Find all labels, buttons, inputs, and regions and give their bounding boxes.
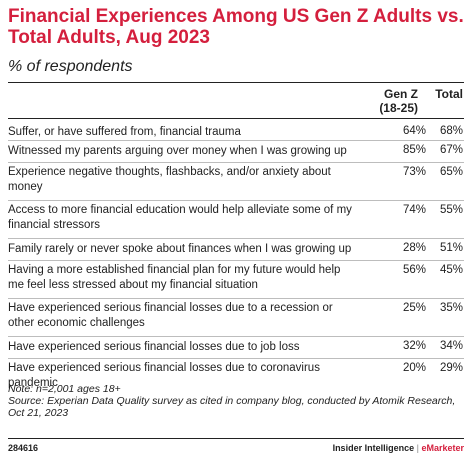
chart-subtitle: % of respondents — [8, 58, 133, 75]
total-value: 68% — [439, 125, 463, 137]
row-divider — [8, 200, 464, 201]
top-rule — [8, 82, 464, 83]
row-divider — [8, 260, 464, 261]
row-divider — [8, 336, 464, 337]
row-label: Have experienced serious financial losse… — [8, 302, 333, 329]
column-header-gen-z: Gen Z (18-25) — [370, 87, 418, 115]
gen-z-value: 32% — [402, 340, 426, 352]
row-label: Have experienced serious financial losse… — [8, 341, 300, 353]
total-value: 35% — [439, 302, 463, 314]
table-row: Access to more financial education would… — [8, 201, 464, 239]
row-divider — [8, 238, 464, 239]
table-row: Have experienced serious financial losse… — [8, 299, 464, 337]
row-label: Access to more financial education would… — [8, 204, 352, 231]
brand-left: Insider Intelligence — [332, 443, 415, 453]
row-divider — [8, 358, 464, 359]
gen-z-value: 25% — [402, 302, 426, 314]
footnote: Note: n=2,001 ages 18+ Source: Experian … — [8, 383, 464, 419]
gen-z-value: 56% — [402, 264, 426, 276]
column-header-total: Total — [435, 87, 463, 101]
total-value: 51% — [439, 242, 463, 254]
brand-right: eMarketer — [421, 443, 464, 453]
row-divider — [8, 298, 464, 299]
table-row: Family rarely or never spoke about finan… — [8, 239, 464, 261]
row-label: Experience negative thoughts, flashbacks… — [8, 166, 331, 193]
row-label: Have experienced serious financial losse… — [8, 362, 320, 389]
footer-rule — [8, 438, 464, 439]
row-label: Suffer, or have suffered from, financial… — [8, 126, 241, 138]
chart-title: Financial Experiences Among US Gen Z Adu… — [8, 6, 464, 48]
brand-credit: Insider Intelligence | eMarketer — [333, 443, 464, 453]
total-value: 29% — [439, 362, 463, 374]
table-row: Suffer, or have suffered from, financial… — [8, 122, 464, 141]
column-header-gen-z-line1: Gen Z — [383, 87, 418, 101]
table-row: Have experienced serious financial losse… — [8, 359, 464, 389]
row-label: Having a more established financial plan… — [8, 264, 341, 291]
row-divider — [8, 162, 464, 163]
row-label: Witnessed my parents arguing over money … — [8, 145, 347, 157]
row-divider — [8, 140, 464, 141]
note-text: Note: n=2,001 ages 18+ — [8, 383, 121, 395]
chart-id: 284616 — [8, 443, 39, 453]
gen-z-value: 64% — [402, 125, 426, 137]
table-row: Have experienced serious financial losse… — [8, 337, 464, 359]
source-text: Source: Experian Data Quality survey as … — [8, 395, 456, 419]
table-row: Experience negative thoughts, flashbacks… — [8, 163, 464, 201]
column-header-gen-z-line2: (18-25) — [379, 101, 418, 115]
total-value: 67% — [439, 144, 463, 156]
gen-z-value: 85% — [402, 144, 426, 156]
header-rule — [8, 118, 464, 119]
total-value: 55% — [439, 204, 463, 216]
brand-divider: | — [416, 443, 419, 453]
gen-z-value: 20% — [402, 362, 426, 374]
table-row: Witnessed my parents arguing over money … — [8, 141, 464, 163]
gen-z-value: 73% — [402, 166, 426, 178]
gen-z-value: 28% — [402, 242, 426, 254]
total-value: 34% — [439, 340, 463, 352]
total-value: 65% — [439, 166, 463, 178]
total-value: 45% — [439, 264, 463, 276]
gen-z-value: 74% — [402, 204, 426, 216]
table-row: Having a more established financial plan… — [8, 261, 464, 299]
row-label: Family rarely or never spoke about finan… — [8, 243, 352, 255]
